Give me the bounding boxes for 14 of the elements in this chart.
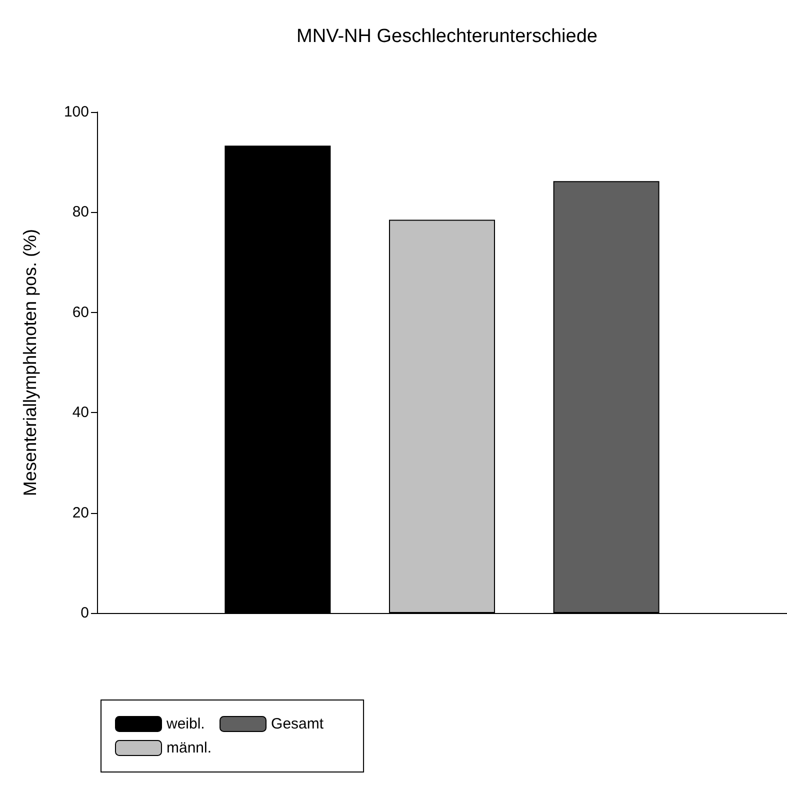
bar bbox=[553, 181, 660, 613]
y-tick-label: 100 bbox=[64, 104, 89, 120]
y-axis-title: Mesenteriallymphknoten pos. (%) bbox=[20, 228, 40, 496]
bar bbox=[389, 220, 495, 613]
y-tick-label: 0 bbox=[80, 604, 89, 622]
legend-label: weibl. bbox=[166, 716, 205, 732]
y-tick-label: 20 bbox=[72, 504, 89, 522]
chart-title: MNV-NH Geschlechterunterschiede bbox=[296, 26, 598, 47]
y-tick-label: 80 bbox=[72, 204, 89, 221]
y-tick-label: 40 bbox=[72, 404, 89, 422]
bar bbox=[224, 146, 331, 613]
legend-label: Gesamt bbox=[271, 716, 324, 732]
y-tick-label: 60 bbox=[72, 304, 89, 321]
legend-label: männl. bbox=[166, 740, 212, 756]
